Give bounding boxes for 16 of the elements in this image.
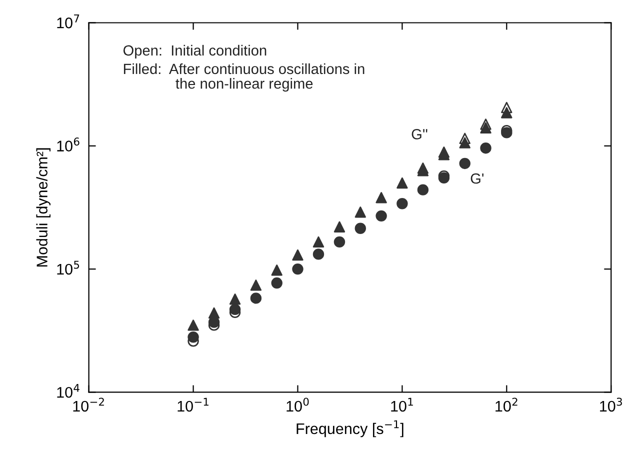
x-axis-title: Frequency [s$^{−1}$]	[296, 420, 404, 438]
x-tick-label: 10$^{−1}$	[178, 398, 208, 412]
annotation: G'	[470, 173, 484, 184]
y-axis-title: Moduli [dyne/cm²]	[36, 148, 50, 267]
annotation: Open: Initial condition	[123, 44, 266, 59]
x-tick-label: 10$^{3}$	[600, 398, 622, 412]
x-tick-label: 10$^{0}$	[286, 398, 309, 412]
annotation: Filled: After continuous oscillations in the non-linear regime	[124, 63, 364, 92]
x-tick-label: 10$^{1}$	[391, 398, 413, 412]
annotation: G''	[412, 129, 428, 140]
y-tick-label: 10$^{5}$	[57, 260, 80, 275]
y-tick-label: 10$^{6}$	[57, 138, 80, 152]
y-tick-label: 10$^{4}$	[57, 384, 80, 398]
y-tick-label: 10$^{7}$	[57, 14, 80, 28]
x-tick-label: 10$^{−2}$	[73, 398, 104, 412]
x-tick-label: 10$^{2}$	[496, 398, 518, 412]
